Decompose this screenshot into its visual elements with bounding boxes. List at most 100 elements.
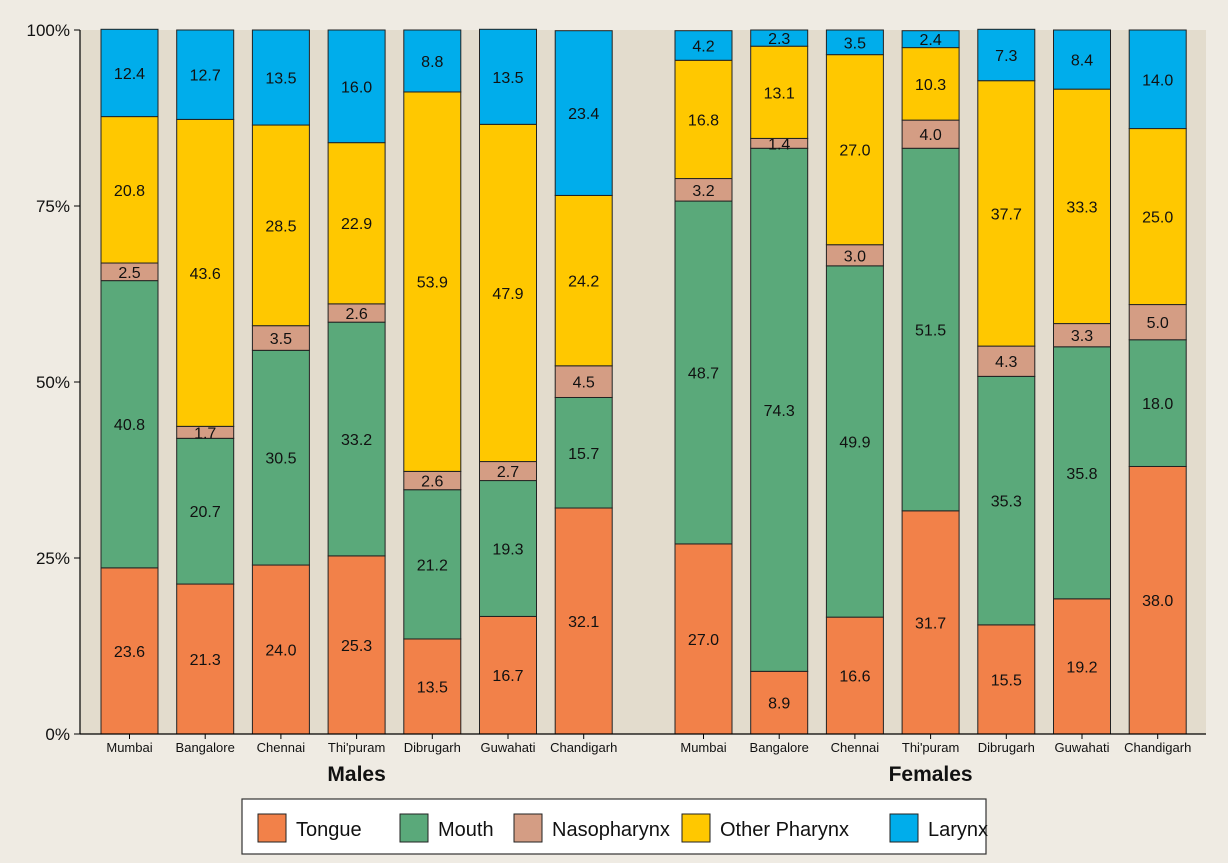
bar-segment-larynx bbox=[251, 29, 310, 126]
legend-label: Other Pharynx bbox=[720, 819, 849, 841]
data-label: 23.6 bbox=[114, 644, 145, 661]
data-label: 20.8 bbox=[114, 183, 145, 200]
data-label: 25.0 bbox=[1142, 210, 1173, 227]
data-label: 5.0 bbox=[1147, 315, 1169, 332]
bar-segment-tongue bbox=[251, 564, 310, 735]
x-tick-label: Mumbai bbox=[680, 740, 726, 755]
data-label: 12.4 bbox=[114, 66, 145, 83]
bar-segment-mouth bbox=[750, 147, 809, 672]
bar-segment-mouth bbox=[176, 437, 235, 585]
y-tick-label: 25% bbox=[36, 549, 70, 568]
bar-segment-other-pharynx bbox=[479, 123, 537, 463]
data-label: 13.5 bbox=[417, 679, 448, 696]
data-label: 4.3 bbox=[995, 354, 1017, 371]
bar-segment-larynx bbox=[554, 30, 613, 196]
bar-segment-other-pharynx bbox=[554, 194, 613, 367]
data-label: 3.5 bbox=[844, 35, 866, 52]
data-label: 4.0 bbox=[919, 127, 941, 144]
data-label: 31.7 bbox=[915, 615, 946, 632]
data-label: 2.4 bbox=[919, 32, 941, 49]
bar-segment-mouth bbox=[251, 349, 310, 566]
data-label: 24.0 bbox=[265, 643, 296, 660]
data-label: 47.9 bbox=[492, 286, 523, 303]
x-tick-label: Chennai bbox=[257, 740, 306, 755]
data-label: 1.4 bbox=[768, 136, 790, 153]
data-label: 19.2 bbox=[1066, 659, 1097, 676]
plot-background bbox=[80, 30, 1206, 734]
data-label: 12.7 bbox=[190, 68, 221, 85]
legend-swatch bbox=[889, 813, 919, 843]
y-tick-label: 100% bbox=[27, 21, 70, 40]
group-label: Males bbox=[327, 763, 385, 786]
bar-segment-mouth bbox=[1128, 339, 1187, 467]
bar-segment-tongue bbox=[1053, 598, 1111, 735]
bar-segment-tongue bbox=[901, 510, 960, 735]
x-tick-label: Dibrugarh bbox=[978, 740, 1035, 755]
data-label: 4.5 bbox=[573, 375, 595, 392]
bar-segment-other-pharynx bbox=[251, 124, 310, 327]
legend-label: Larynx bbox=[928, 819, 988, 841]
bar-segment-mouth bbox=[901, 147, 960, 512]
bar-segment-other-pharynx bbox=[1128, 128, 1187, 306]
data-label: 14.0 bbox=[1142, 72, 1173, 89]
data-label: 38.0 bbox=[1142, 593, 1173, 610]
data-label: 13.1 bbox=[764, 85, 795, 102]
data-label: 25.3 bbox=[341, 638, 372, 655]
data-label: 3.2 bbox=[692, 183, 714, 200]
bar-segment-larynx bbox=[1053, 29, 1111, 90]
x-tick-label: Thi'puram bbox=[328, 740, 385, 755]
data-label: 32.1 bbox=[568, 614, 599, 631]
bar-segment-nasopharynx bbox=[901, 119, 960, 149]
bar-segment-tongue bbox=[403, 638, 462, 735]
bar-segment-mouth bbox=[825, 265, 884, 618]
x-tick-label: Bangalore bbox=[750, 740, 809, 755]
data-label: 27.0 bbox=[839, 143, 870, 160]
legend-swatch bbox=[513, 813, 543, 843]
data-label: 15.7 bbox=[568, 446, 599, 463]
legend-swatch bbox=[257, 813, 287, 843]
data-label: 48.7 bbox=[688, 365, 719, 382]
data-label: 21.2 bbox=[417, 557, 448, 574]
data-label: 16.0 bbox=[341, 79, 372, 96]
bar-segment-tongue bbox=[977, 624, 1036, 735]
bar-segment-other-pharynx bbox=[1053, 88, 1111, 325]
x-tick-label: Thi'puram bbox=[902, 740, 959, 755]
bar-segment-larynx bbox=[674, 30, 733, 61]
bar-segment-larynx bbox=[901, 30, 960, 49]
data-label: 2.5 bbox=[118, 265, 140, 282]
x-tick-label: Guwahati bbox=[481, 740, 536, 755]
y-tick-label: 50% bbox=[36, 373, 70, 392]
bar-segment-larynx bbox=[825, 29, 884, 56]
data-label: 37.7 bbox=[991, 206, 1022, 223]
bar-segment-other-pharynx bbox=[403, 91, 462, 472]
bar-segment-larynx bbox=[403, 29, 462, 93]
data-label: 3.0 bbox=[844, 248, 866, 265]
data-label: 8.4 bbox=[1071, 53, 1093, 70]
data-label: 13.5 bbox=[265, 71, 296, 88]
bar-segment-larynx bbox=[1128, 29, 1187, 130]
data-label: 40.8 bbox=[114, 417, 145, 434]
y-tick-label: 0% bbox=[45, 725, 70, 744]
bar-segment-larynx bbox=[977, 28, 1036, 82]
bar-segment-other-pharynx bbox=[750, 45, 809, 139]
bar-segment-mouth bbox=[327, 321, 386, 557]
data-label: 19.3 bbox=[492, 541, 523, 558]
data-label: 16.7 bbox=[492, 668, 523, 685]
data-label: 51.5 bbox=[915, 323, 946, 340]
data-label: 35.3 bbox=[991, 494, 1022, 511]
bar-segment-larynx bbox=[479, 28, 537, 125]
y-tick-label: 75% bbox=[36, 197, 70, 216]
data-label: 2.6 bbox=[345, 306, 367, 323]
data-label: 35.8 bbox=[1066, 466, 1097, 483]
x-tick-label: Guwahati bbox=[1055, 740, 1110, 755]
bar-segment-mouth bbox=[674, 200, 733, 545]
legend-swatch bbox=[681, 813, 711, 843]
legend-label: Nasopharynx bbox=[552, 819, 670, 841]
bar-segment-tongue bbox=[825, 616, 884, 735]
bar-segment-other-pharynx bbox=[100, 116, 159, 264]
bar-segment-nasopharynx bbox=[554, 365, 613, 398]
data-label: 16.6 bbox=[839, 669, 870, 686]
x-tick-label: Chennai bbox=[831, 740, 880, 755]
